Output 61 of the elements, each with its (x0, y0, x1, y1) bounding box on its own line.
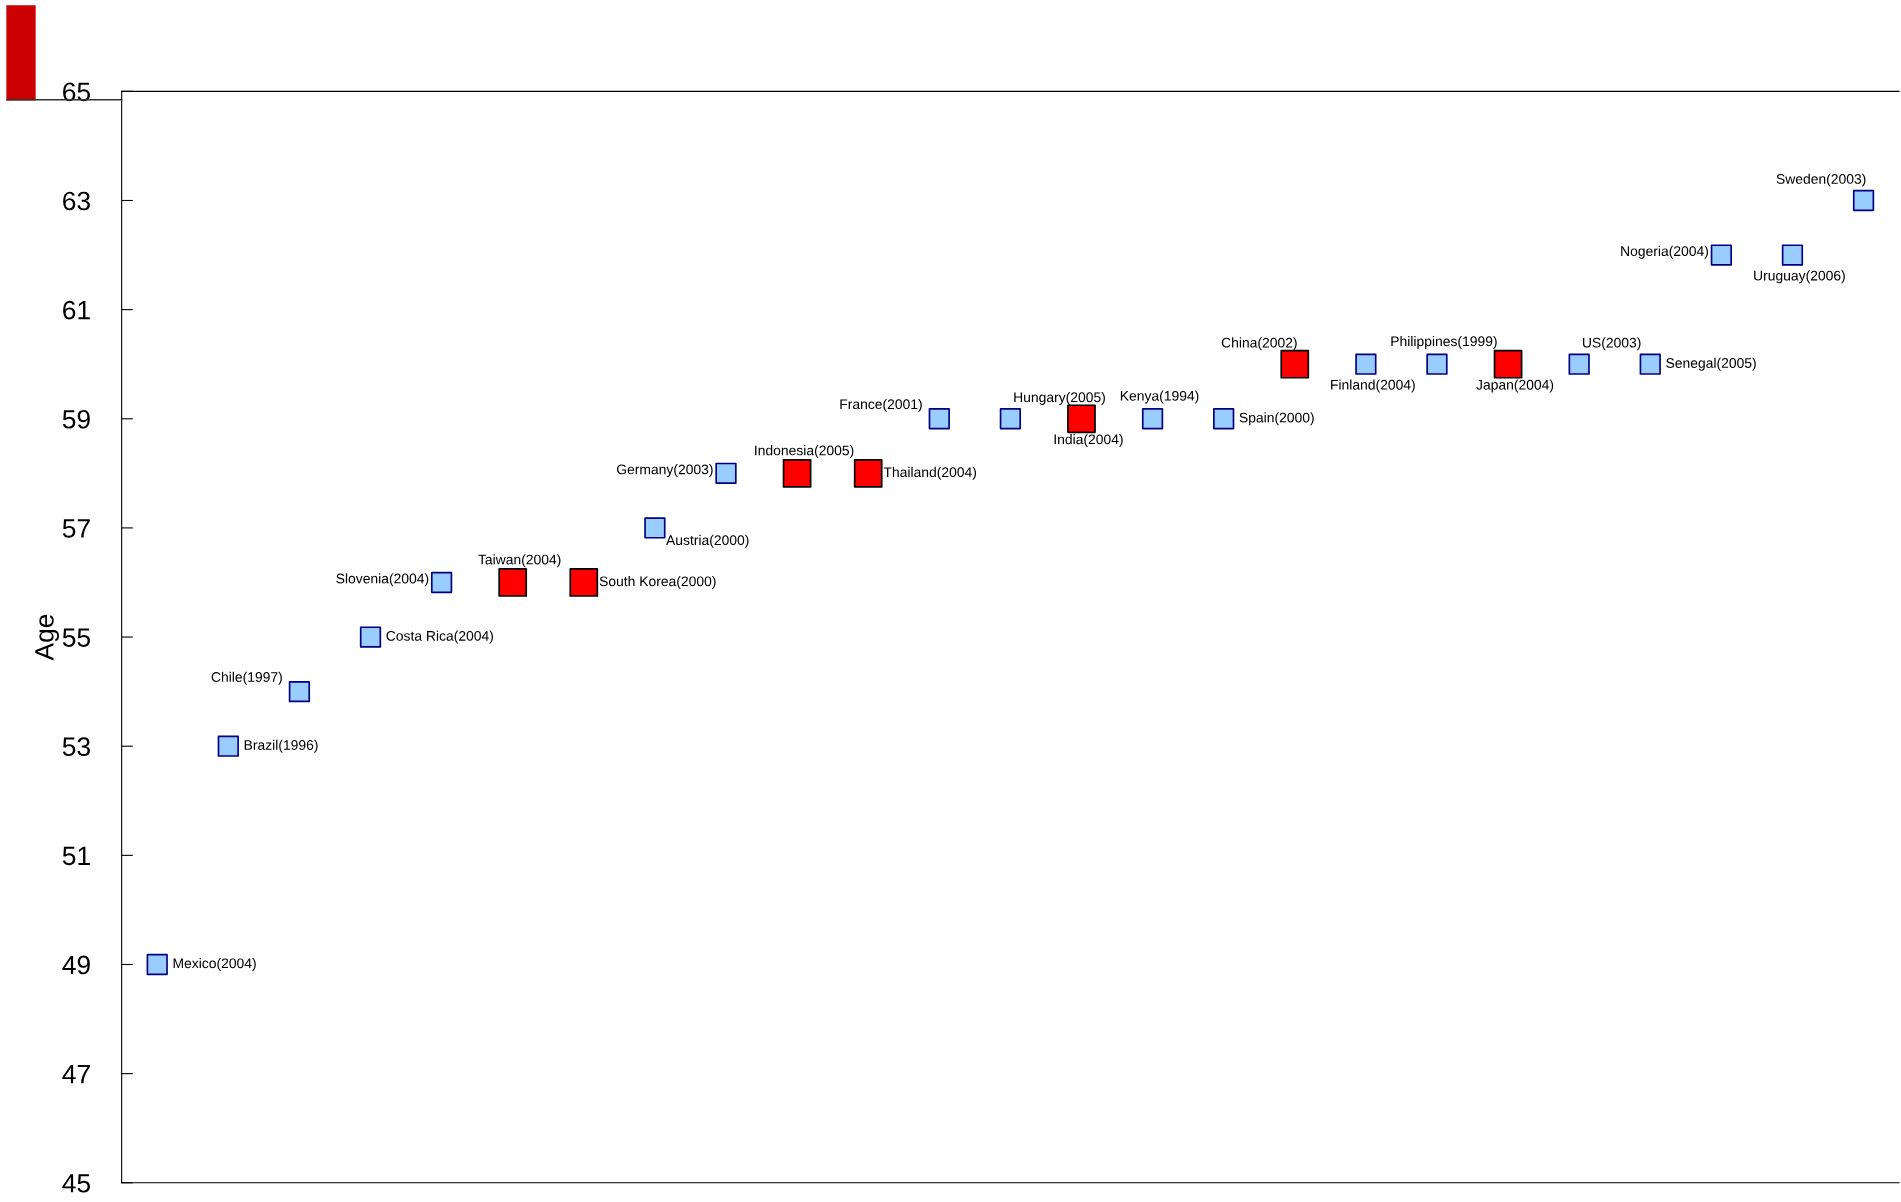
data-label: Brazil(1996) (244, 739, 318, 753)
point (569, 568, 599, 597)
y-tick-label: 59 (62, 409, 90, 429)
point (430, 571, 453, 594)
point (1067, 404, 1096, 434)
point (853, 458, 883, 488)
data-label: Chile(1997) (211, 671, 282, 685)
data-label: US(2003) (1583, 337, 1641, 351)
point (217, 735, 239, 757)
y-axis-title: Age (35, 614, 59, 661)
data-label: Taiwan(2004) (478, 554, 561, 568)
point (715, 462, 737, 485)
y-tick-label: 55 (62, 628, 90, 647)
y-tick-label: 47 (62, 1065, 90, 1084)
y-tick-label: 57 (62, 519, 90, 538)
point (1426, 353, 1448, 375)
y-tick-label: 45 (62, 1174, 90, 1193)
data-label: Germany(2003) (616, 464, 713, 478)
point (1710, 244, 1733, 266)
y-tick-label: 61 (63, 300, 90, 320)
data-label: South Korea(2000) (599, 576, 716, 589)
data-label: Japan(2004) (1476, 379, 1554, 393)
data-label: Austria(2000) (666, 534, 749, 548)
data-label: Senegal(2005) (1666, 357, 1756, 371)
data-label: India(2004) (1054, 434, 1123, 447)
point (1213, 408, 1235, 430)
point (146, 953, 168, 976)
point (1639, 353, 1661, 375)
y-tick-label: 53 (62, 737, 90, 757)
data-label: Hungary(2005) (1014, 391, 1105, 405)
data-label: Kenya(1994) (1120, 390, 1199, 404)
point (288, 680, 311, 703)
data-label: Thailand(2004) (883, 466, 977, 480)
point (928, 408, 950, 430)
data-label: France(2001) (840, 398, 922, 412)
point (498, 568, 528, 597)
data-label: China(2002) (1221, 337, 1297, 351)
data-label: Uruguay(2006) (1754, 270, 1845, 284)
data-label: Mexico(2004) (173, 958, 256, 971)
point (1280, 349, 1310, 379)
point (359, 626, 382, 648)
point (999, 408, 1022, 430)
data-label: Nogeria(2004) (1621, 245, 1708, 259)
data-label: Spain(2000) (1239, 412, 1314, 426)
y-tick-label: 63 (63, 191, 90, 211)
y-tick-label: 49 (62, 955, 90, 975)
point (1355, 353, 1377, 375)
point (1852, 189, 1875, 212)
point (1568, 353, 1590, 375)
point (782, 458, 812, 488)
point (644, 517, 666, 539)
point (1493, 349, 1523, 379)
data-label: Philippines(1999) (1391, 335, 1497, 349)
data-label: Sweden(2003) (1776, 173, 1866, 187)
point (1781, 244, 1804, 266)
point (1141, 408, 1164, 430)
data-label: Finland(2004) (1331, 379, 1415, 393)
data-label: Costa Rica(2004) (386, 630, 493, 644)
data-label: Indonesia(2005) (755, 445, 854, 459)
y-tick-label: 51 (62, 846, 90, 866)
data-label: Slovenia(2004) (336, 573, 429, 587)
